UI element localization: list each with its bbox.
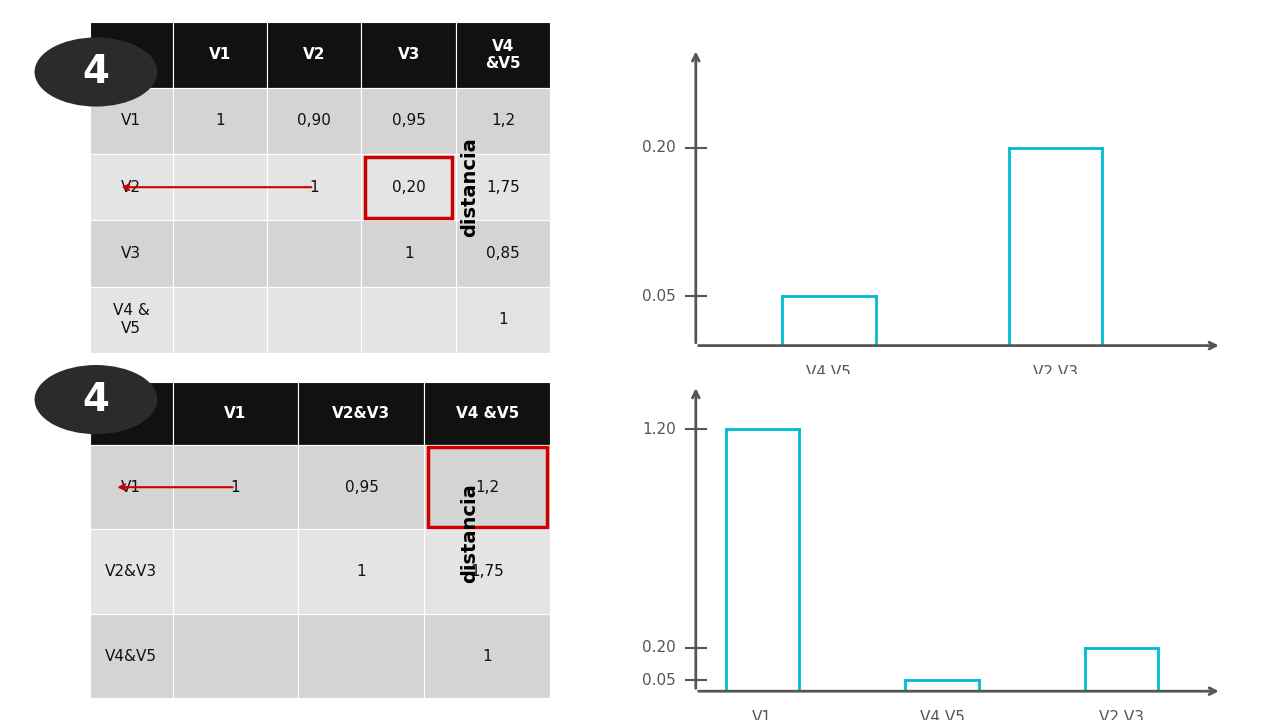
Bar: [173, 614, 298, 698]
Text: V2 V3: V2 V3: [1033, 364, 1078, 379]
Bar: [268, 287, 361, 353]
Text: V4
&V5: V4 &V5: [485, 38, 521, 71]
Bar: [298, 445, 425, 529]
Text: V2&V3: V2&V3: [105, 564, 157, 579]
Text: V1: V1: [753, 710, 772, 720]
Text: V3: V3: [122, 246, 141, 261]
Bar: [425, 445, 550, 529]
Bar: [361, 154, 456, 220]
Bar: [268, 154, 361, 220]
Bar: [428, 448, 547, 527]
Bar: [90, 529, 173, 614]
Text: V2: V2: [122, 180, 141, 194]
Text: distancia: distancia: [460, 138, 479, 237]
Text: 1,75: 1,75: [486, 180, 520, 194]
Bar: [361, 220, 456, 287]
Bar: [456, 287, 550, 353]
Bar: [268, 88, 361, 154]
Bar: [173, 382, 298, 445]
Text: V4 &V5: V4 &V5: [456, 406, 520, 420]
Bar: [268, 220, 361, 287]
Text: 1: 1: [230, 480, 241, 495]
Text: 1: 1: [357, 564, 366, 579]
Text: 0,95: 0,95: [392, 114, 426, 128]
Text: V4 &
V5: V4 & V5: [113, 304, 150, 336]
Bar: [173, 529, 298, 614]
Text: V2&V3: V2&V3: [333, 406, 390, 420]
Bar: [90, 88, 173, 154]
Bar: [90, 382, 173, 445]
Text: V2 V3: V2 V3: [1100, 710, 1144, 720]
Bar: [173, 287, 268, 353]
Bar: [361, 287, 456, 353]
Text: 1: 1: [215, 114, 224, 128]
Bar: [365, 157, 452, 217]
Text: 1: 1: [404, 246, 413, 261]
Text: 4: 4: [82, 53, 110, 91]
Bar: [268, 22, 361, 88]
Text: 0.20: 0.20: [643, 640, 676, 655]
Bar: [425, 529, 550, 614]
Bar: [173, 445, 298, 529]
Bar: [361, 88, 456, 154]
Text: 0,95: 0,95: [344, 480, 379, 495]
Text: V4 V5: V4 V5: [919, 710, 965, 720]
Text: 0.05: 0.05: [643, 289, 676, 304]
Text: 0,85: 0,85: [486, 246, 520, 261]
Text: 1.20: 1.20: [643, 421, 676, 436]
Bar: [425, 382, 550, 445]
Text: 0,90: 0,90: [297, 114, 332, 128]
Bar: [425, 614, 550, 698]
Bar: [90, 445, 173, 529]
Bar: [456, 22, 550, 88]
Text: V4 V5: V4 V5: [806, 364, 851, 379]
Text: V1: V1: [122, 480, 141, 495]
Bar: [90, 614, 173, 698]
Text: 1,2: 1,2: [492, 114, 516, 128]
Text: V1: V1: [122, 114, 141, 128]
Text: 0.05: 0.05: [643, 672, 676, 688]
Bar: [456, 220, 550, 287]
Bar: [173, 220, 268, 287]
Text: 4: 4: [82, 381, 110, 418]
Bar: [90, 154, 173, 220]
Text: V1: V1: [209, 48, 230, 62]
Bar: [173, 88, 268, 154]
Bar: [361, 22, 456, 88]
Text: 0,20: 0,20: [392, 180, 425, 194]
Text: distancia: distancia: [460, 483, 479, 582]
Bar: [456, 88, 550, 154]
Bar: [173, 22, 268, 88]
Bar: [298, 382, 425, 445]
Bar: [90, 22, 173, 88]
Bar: [298, 614, 425, 698]
Bar: [173, 154, 268, 220]
Text: 1,2: 1,2: [475, 480, 499, 495]
Bar: [90, 287, 173, 353]
Text: 1,75: 1,75: [471, 564, 504, 579]
Text: 1: 1: [498, 312, 508, 327]
Text: V4&V5: V4&V5: [105, 649, 157, 664]
Text: 1: 1: [483, 649, 493, 664]
Bar: [298, 529, 425, 614]
Text: 0.20: 0.20: [643, 140, 676, 155]
Bar: [90, 220, 173, 287]
Text: V2: V2: [303, 48, 325, 62]
Text: V1: V1: [224, 406, 247, 420]
Text: 1: 1: [310, 180, 319, 194]
Text: V3: V3: [398, 48, 420, 62]
Bar: [456, 154, 550, 220]
